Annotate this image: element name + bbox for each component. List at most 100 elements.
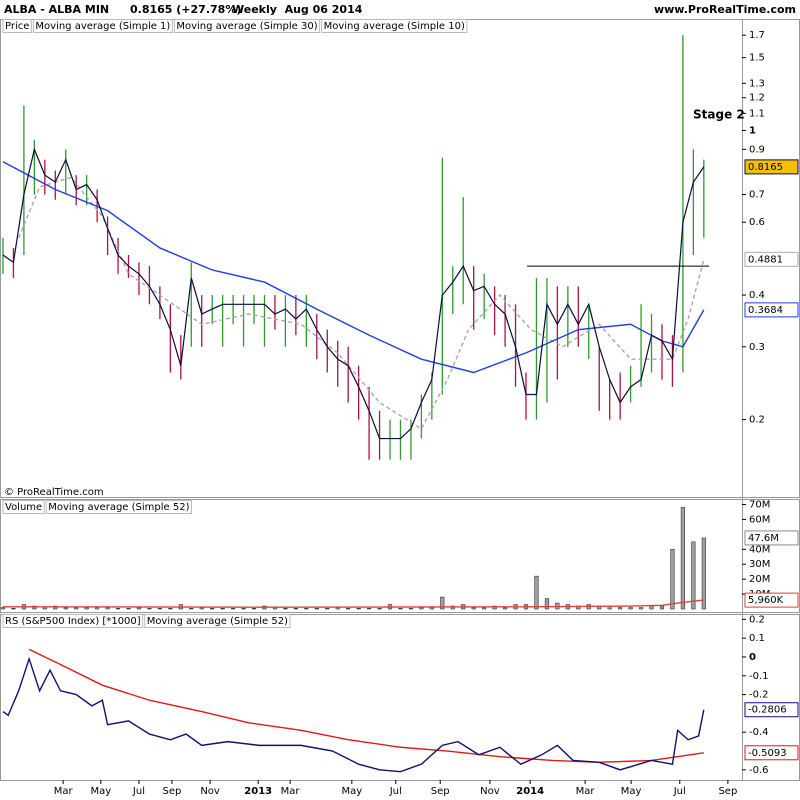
- x-tick-label: Sep: [718, 786, 737, 797]
- y-tick-label: 1.1: [749, 108, 765, 119]
- annotation: Stage 2: [693, 108, 745, 122]
- legend-entry: Moving average (Simple 30): [176, 21, 317, 32]
- symbol: ALBA - ALBA MIN: [4, 3, 109, 16]
- x-tick-label: Jul: [132, 786, 145, 797]
- y-tick-label: 0.9: [749, 144, 765, 155]
- last-value: 0.4881: [748, 254, 783, 265]
- volume-bar: [419, 607, 424, 610]
- volume-bar: [440, 596, 445, 610]
- x-tick-label: Nov: [480, 786, 500, 797]
- last-value: 0.8165: [748, 162, 783, 173]
- x-tick-label: Mar: [54, 786, 74, 797]
- x-tick-label: May: [341, 786, 362, 797]
- volume-bar: [304, 607, 309, 610]
- x-tick-label: Sep: [162, 786, 181, 797]
- volume-bar: [241, 607, 246, 610]
- y-tick-label: 1: [749, 125, 756, 136]
- volume-bar: [105, 607, 110, 610]
- y-tick-label: 1.5: [749, 53, 765, 64]
- volume-bar: [691, 541, 696, 610]
- x-tick-label: Mar: [576, 786, 596, 797]
- ma-line: [2, 161, 705, 374]
- last-value: 5,960K: [748, 595, 784, 606]
- legend-box: [2, 500, 45, 514]
- volume-bar: [74, 607, 79, 610]
- x-tick-label: May: [90, 786, 111, 797]
- legend-entry: Moving average (Simple 52): [147, 616, 288, 627]
- ma-line: [2, 147, 705, 440]
- y-tick-label: 1.7: [749, 30, 765, 41]
- volume-bar: [482, 607, 487, 610]
- last-value-box: [744, 745, 799, 761]
- y-tick-label: 20M: [749, 574, 770, 585]
- volume-bar: [471, 607, 476, 610]
- legend-box: [32, 19, 173, 33]
- volume-bar: [659, 605, 665, 610]
- x-tick-label: Sep: [431, 786, 450, 797]
- y-tick-label: 1.2: [749, 93, 765, 104]
- y-tick-label: 0.2: [749, 415, 765, 426]
- volume-bar: [189, 607, 194, 610]
- y-tick-label: -0.1: [749, 671, 769, 682]
- legend-entry: Price: [5, 21, 29, 32]
- legend-entry: Moving average (Simple 10): [324, 21, 465, 32]
- volume-bar: [283, 607, 288, 610]
- volume-bar: [63, 607, 68, 610]
- y-tick-label: 0.3: [749, 342, 765, 353]
- last-value-box: [744, 530, 799, 546]
- period: Weekly Aug 06 2014: [232, 3, 363, 16]
- volume-bar: [210, 607, 215, 610]
- volume-bar: [293, 607, 298, 610]
- y-tick-label: -0.2: [749, 690, 769, 701]
- last-value: 47.6M: [748, 533, 779, 544]
- legend-box: [2, 614, 144, 628]
- y-tick-label: 30M: [749, 559, 770, 570]
- x-tick-label: Mar: [281, 786, 301, 797]
- legend-box: [173, 19, 321, 33]
- last-value-box: [744, 159, 799, 175]
- x-tick-label: 2014: [516, 786, 544, 797]
- legend-box: [144, 614, 291, 628]
- legend-box: [321, 19, 468, 33]
- volume-bar: [701, 537, 706, 610]
- volume-bar: [325, 607, 330, 610]
- volume-bar: [147, 607, 152, 610]
- legend-entry: RS (S&P500 Index) [*1000]: [5, 616, 141, 627]
- y-tick-label: -0.6: [749, 765, 769, 776]
- volume-bar: [115, 607, 121, 610]
- y-tick-label: 0.4: [749, 290, 765, 301]
- volume-bar: [628, 607, 633, 610]
- volume-bar: [398, 607, 403, 610]
- y-tick-label: 0.2: [749, 614, 765, 625]
- volume-bar: [649, 605, 654, 610]
- y-tick-label: -0.4: [749, 727, 769, 738]
- volume-bar: [680, 507, 685, 610]
- rs-line: [2, 656, 705, 773]
- ma-line: [2, 599, 704, 608]
- legend-box: [45, 500, 192, 514]
- volume-bar: [314, 607, 319, 610]
- y-tick-label: 40M: [749, 544, 770, 555]
- volume-bar: [168, 607, 173, 610]
- last-value: -0.2806: [748, 705, 787, 716]
- last-value-box: [744, 302, 799, 318]
- y-tick-label: 0: [749, 652, 756, 663]
- volume-bar: [670, 548, 675, 610]
- volume-bar: [126, 607, 131, 610]
- x-tick-label: May: [621, 786, 642, 797]
- volume-bar: [220, 607, 225, 610]
- y-tick-label: 1.3: [749, 78, 765, 89]
- y-tick-label: 70M: [749, 499, 770, 510]
- legend-entry: Moving average (Simple 52): [48, 502, 189, 513]
- site: www.ProRealTime.com: [654, 3, 796, 16]
- last-value-box: [744, 592, 799, 608]
- x-tick-label: Nov: [200, 786, 220, 797]
- volume-bar: [429, 607, 434, 610]
- volume-bar: [534, 575, 539, 610]
- legend-entry: Moving average (Simple 1): [35, 21, 170, 32]
- volume-bar: [251, 607, 257, 610]
- volume-bar: [366, 607, 372, 610]
- volume-bar: [95, 607, 100, 610]
